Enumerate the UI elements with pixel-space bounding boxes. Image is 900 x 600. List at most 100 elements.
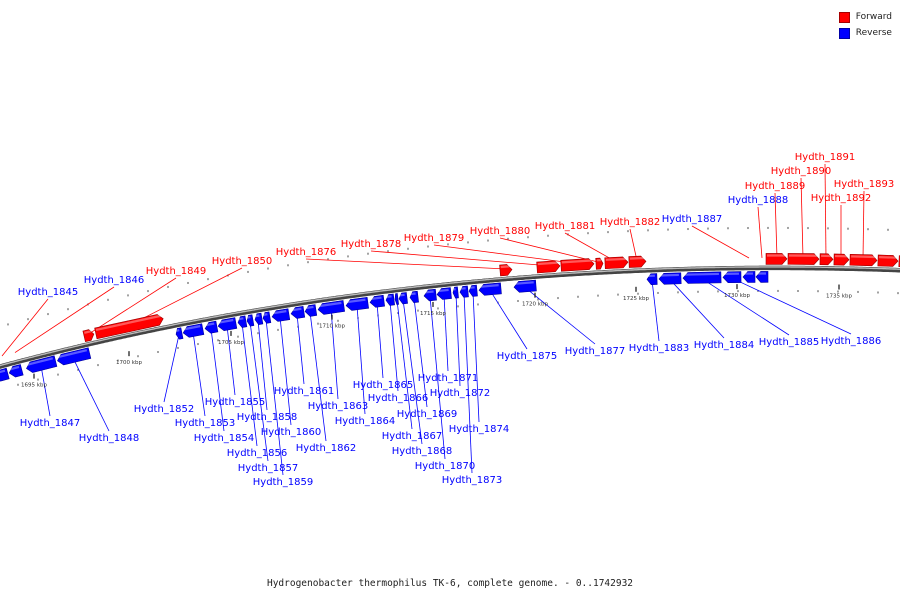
gene-label[interactable]: Hydth_1870 (415, 461, 476, 472)
reverse-gene[interactable] (398, 292, 408, 305)
reverse-gene[interactable] (345, 296, 369, 311)
reverse-gene[interactable] (755, 271, 769, 283)
gene-label[interactable]: Hydth_1856 (227, 448, 288, 459)
gene-label[interactable]: Hydth_1855 (205, 397, 266, 408)
reverse-gene[interactable] (459, 285, 469, 298)
forward-gene[interactable] (536, 260, 561, 274)
gene-label[interactable]: Hydth_1863 (308, 401, 369, 412)
gene-label[interactable]: Hydth_1893 (834, 179, 895, 190)
reverse-gene[interactable] (436, 287, 452, 300)
reverse-gene[interactable] (254, 312, 264, 325)
reverse-gene[interactable] (423, 288, 437, 302)
gene-label[interactable]: Hydth_1875 (497, 351, 558, 362)
reverse-gene[interactable] (237, 315, 248, 328)
forward-gene[interactable] (765, 253, 788, 265)
gene-label[interactable]: Hydth_1873 (442, 475, 503, 486)
gene-label[interactable]: Hydth_1847 (20, 418, 81, 429)
gene-label[interactable]: Hydth_1889 (745, 181, 806, 192)
gene-label[interactable]: Hydth_1853 (175, 418, 236, 429)
gene-label[interactable]: Hydth_1860 (261, 427, 322, 438)
gene-label[interactable]: Hydth_1866 (368, 393, 429, 404)
gene-label[interactable]: Hydth_1877 (565, 346, 626, 357)
reverse-gene[interactable] (8, 364, 24, 378)
forward-gene[interactable] (819, 253, 834, 266)
reverse-gene[interactable] (290, 306, 306, 319)
gene-label[interactable]: Hydth_1879 (404, 233, 465, 244)
gene-label[interactable]: Hydth_1867 (382, 431, 443, 442)
reverse-gene[interactable] (25, 355, 58, 374)
reverse-gene[interactable] (722, 271, 742, 284)
gene-label[interactable]: Hydth_1882 (600, 217, 661, 228)
reverse-gene[interactable] (385, 293, 395, 306)
reverse-gene[interactable] (56, 347, 92, 366)
reverse-gene[interactable] (394, 293, 399, 305)
forward-gene[interactable] (833, 253, 850, 266)
forward-gene[interactable] (82, 329, 95, 343)
gene-label[interactable]: Hydth_1888 (728, 195, 789, 206)
gene-label[interactable]: Hydth_1857 (238, 463, 299, 474)
reverse-gene[interactable] (742, 271, 756, 283)
gene-label[interactable]: Hydth_1848 (79, 433, 140, 444)
gene-label[interactable]: Hydth_1868 (392, 446, 453, 457)
forward-gene[interactable] (604, 256, 629, 270)
gene-label[interactable]: Hydth_1886 (821, 336, 882, 347)
forward-gene[interactable] (628, 255, 647, 268)
axis-tick-label: 1730 kbp (724, 293, 750, 299)
reverse-gene[interactable] (246, 314, 255, 327)
gene-label[interactable]: Hydth_1884 (694, 340, 755, 351)
gene-label[interactable]: Hydth_1880 (470, 226, 531, 237)
reverse-gene[interactable] (271, 308, 291, 323)
reverse-gene[interactable] (182, 323, 205, 339)
gene-label[interactable]: Hydth_1859 (253, 477, 314, 488)
minor-tick-mark (17, 383, 19, 386)
gene-label[interactable]: Hydth_1876 (276, 247, 337, 258)
gene-label[interactable]: Hydth_1869 (397, 409, 458, 420)
reverse-gene[interactable] (175, 327, 184, 340)
gene-label[interactable]: Hydth_1881 (535, 221, 596, 232)
reverse-gene[interactable] (478, 282, 502, 296)
reverse-gene[interactable] (304, 304, 318, 318)
reverse-gene[interactable] (658, 272, 682, 285)
gene-label[interactable]: Hydth_1864 (335, 416, 396, 427)
gene-label[interactable]: Hydth_1852 (134, 404, 195, 415)
gene-label[interactable]: Hydth_1878 (341, 239, 402, 250)
reverse-gene[interactable] (0, 367, 10, 382)
gene-label[interactable]: Hydth_1872 (430, 388, 491, 399)
forward-gene[interactable] (94, 313, 165, 340)
gene-label[interactable]: Hydth_1861 (274, 386, 335, 397)
gene-label[interactable]: Hydth_1891 (795, 152, 856, 163)
gene-label[interactable]: Hydth_1890 (771, 166, 832, 177)
gene-label[interactable]: Hydth_1883 (629, 343, 690, 354)
forward-gene[interactable] (877, 254, 899, 267)
gene-label[interactable]: Hydth_1862 (296, 443, 357, 454)
reverse-gene[interactable] (204, 320, 219, 334)
gene-label[interactable]: Hydth_1871 (418, 373, 479, 384)
gene-label[interactable]: Hydth_1892 (811, 193, 872, 204)
reverse-gene[interactable] (468, 284, 478, 297)
gene-label[interactable]: Hydth_1849 (146, 266, 207, 277)
gene-label[interactable]: Hydth_1887 (662, 214, 723, 225)
gene-label[interactable]: Hydth_1858 (237, 412, 298, 423)
reverse-gene[interactable] (217, 317, 238, 332)
reverse-gene[interactable] (452, 286, 459, 299)
forward-gene[interactable] (499, 264, 513, 277)
reverse-gene[interactable] (513, 279, 537, 293)
gene-label[interactable]: Hydth_1854 (194, 433, 255, 444)
gene-label[interactable]: Hydth_1845 (18, 287, 79, 298)
reverse-gene[interactable] (409, 290, 419, 303)
forward-gene[interactable] (595, 257, 604, 270)
reverse-gene[interactable] (262, 311, 272, 324)
reverse-gene[interactable] (682, 271, 722, 284)
forward-gene[interactable] (849, 253, 878, 267)
reverse-gene[interactable] (369, 294, 385, 308)
reverse-gene[interactable] (646, 273, 658, 286)
forward-gene[interactable] (560, 258, 595, 272)
gene-label[interactable]: Hydth_1850 (212, 256, 273, 267)
gene-label[interactable]: Hydth_1865 (353, 380, 414, 391)
reverse-gene[interactable] (317, 300, 345, 316)
gene-label[interactable]: Hydth_1846 (84, 275, 145, 286)
gene-label[interactable]: Hydth_1874 (449, 424, 510, 435)
forward-gene[interactable] (898, 255, 900, 268)
gene-label[interactable]: Hydth_1885 (759, 337, 820, 348)
forward-gene[interactable] (787, 253, 820, 265)
